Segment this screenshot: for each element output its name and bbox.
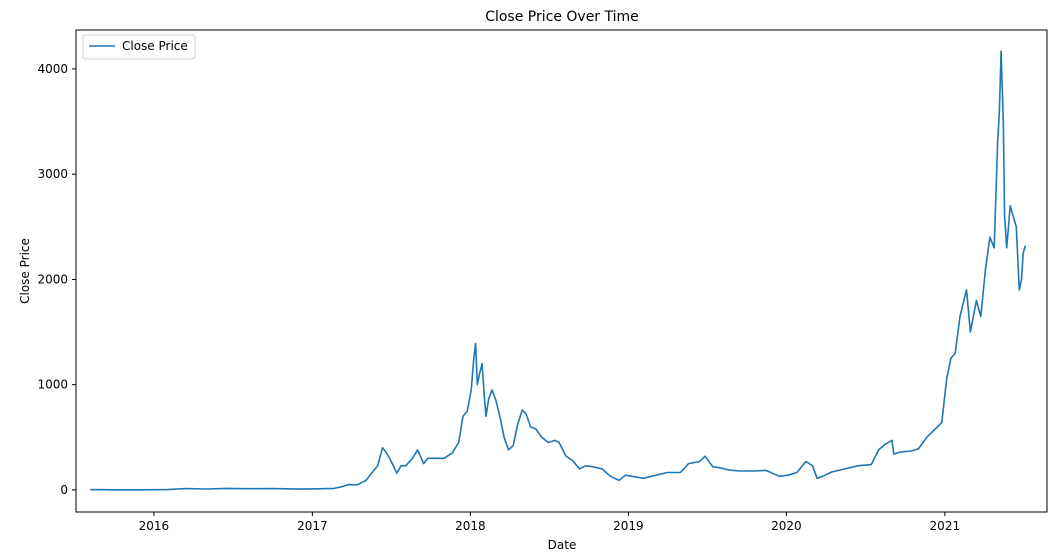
series-line-close-price bbox=[90, 50, 1027, 491]
x-tick-label: 2017 bbox=[297, 519, 328, 533]
plot-area bbox=[75, 29, 1048, 513]
y-tick-label: 1000 bbox=[37, 378, 68, 392]
y-axis: 0 1000 2000 3000 4000 bbox=[37, 62, 76, 497]
x-axis-title: Date bbox=[548, 538, 577, 552]
x-axis: 2016 2017 2018 2019 2020 2021 bbox=[139, 512, 960, 533]
legend: Close Price bbox=[82, 34, 196, 60]
axes-frame bbox=[75, 29, 1048, 513]
y-axis-title: Close Price bbox=[18, 238, 32, 304]
chart-title: Close Price Over Time bbox=[485, 9, 639, 25]
x-tick-label: 2018 bbox=[455, 519, 486, 533]
x-tick-label: 2020 bbox=[771, 519, 802, 533]
x-tick-label: 2016 bbox=[139, 519, 170, 533]
legend-box bbox=[82, 34, 196, 60]
x-tick-label: 2021 bbox=[930, 519, 961, 533]
y-tick-label: 3000 bbox=[37, 167, 68, 181]
y-tick-label: 2000 bbox=[37, 272, 68, 286]
y-tick-label: 0 bbox=[60, 483, 68, 497]
legend-label-close-price: Close Price bbox=[122, 39, 188, 53]
y-tick-label: 4000 bbox=[37, 62, 68, 76]
x-tick-label: 2019 bbox=[613, 519, 644, 533]
